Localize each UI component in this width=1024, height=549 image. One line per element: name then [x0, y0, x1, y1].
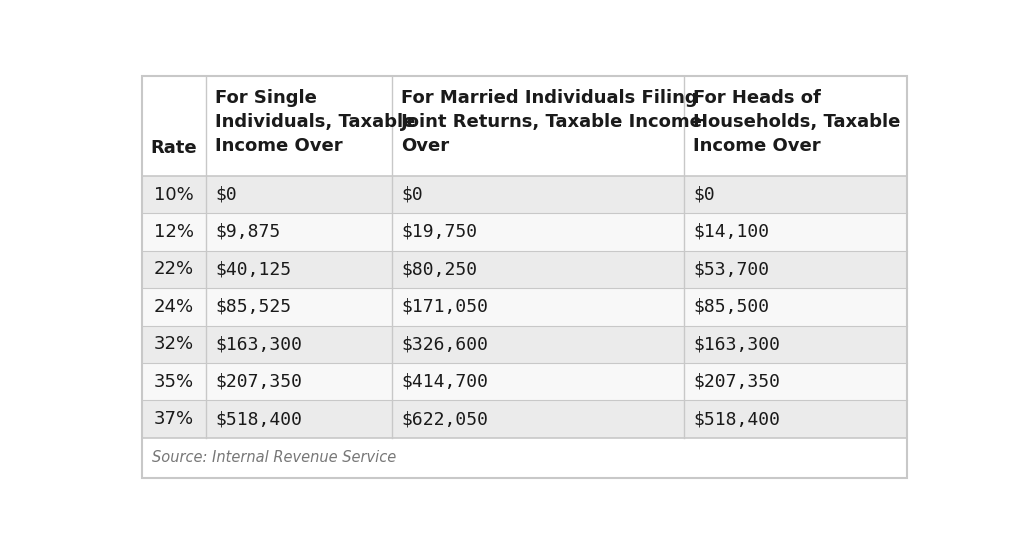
Bar: [142, 251, 907, 288]
Bar: [142, 438, 907, 478]
Text: $85,525: $85,525: [215, 298, 292, 316]
Text: $40,125: $40,125: [215, 260, 292, 278]
Text: 24%: 24%: [154, 298, 195, 316]
Text: 12%: 12%: [154, 223, 194, 241]
Text: 32%: 32%: [154, 335, 195, 353]
Text: $0: $0: [215, 186, 237, 204]
Text: $326,600: $326,600: [401, 335, 488, 353]
Text: $163,300: $163,300: [215, 335, 302, 353]
Text: $414,700: $414,700: [401, 373, 488, 391]
Text: $9,875: $9,875: [215, 223, 281, 241]
Bar: [142, 363, 907, 400]
Bar: [142, 76, 907, 176]
Bar: [142, 326, 907, 363]
Text: $53,700: $53,700: [693, 260, 770, 278]
Text: $518,400: $518,400: [215, 410, 302, 428]
Text: For Heads of
Households, Taxable
Income Over: For Heads of Households, Taxable Income …: [693, 88, 901, 155]
Text: $163,300: $163,300: [693, 335, 780, 353]
Text: $171,050: $171,050: [401, 298, 488, 316]
Bar: [142, 400, 907, 438]
Bar: [142, 213, 907, 251]
Bar: [142, 288, 907, 326]
Text: For Single
Individuals, Taxable
Income Over: For Single Individuals, Taxable Income O…: [215, 88, 416, 155]
Text: $85,500: $85,500: [693, 298, 770, 316]
Text: For Married Individuals Filing
Joint Returns, Taxable Income
Over: For Married Individuals Filing Joint Ret…: [401, 88, 703, 155]
Text: $14,100: $14,100: [693, 223, 770, 241]
Text: $207,350: $207,350: [215, 373, 302, 391]
Text: Rate: Rate: [151, 139, 198, 157]
Text: $518,400: $518,400: [693, 410, 780, 428]
Text: 37%: 37%: [154, 410, 195, 428]
Text: $0: $0: [693, 186, 715, 204]
Text: $207,350: $207,350: [693, 373, 780, 391]
Text: $0: $0: [401, 186, 423, 204]
Text: 22%: 22%: [154, 260, 195, 278]
Text: $19,750: $19,750: [401, 223, 477, 241]
Text: $80,250: $80,250: [401, 260, 477, 278]
Bar: [142, 176, 907, 213]
Text: 10%: 10%: [155, 186, 194, 204]
Text: $622,050: $622,050: [401, 410, 488, 428]
Text: Source: Internal Revenue Service: Source: Internal Revenue Service: [152, 451, 396, 466]
Text: 35%: 35%: [154, 373, 195, 391]
